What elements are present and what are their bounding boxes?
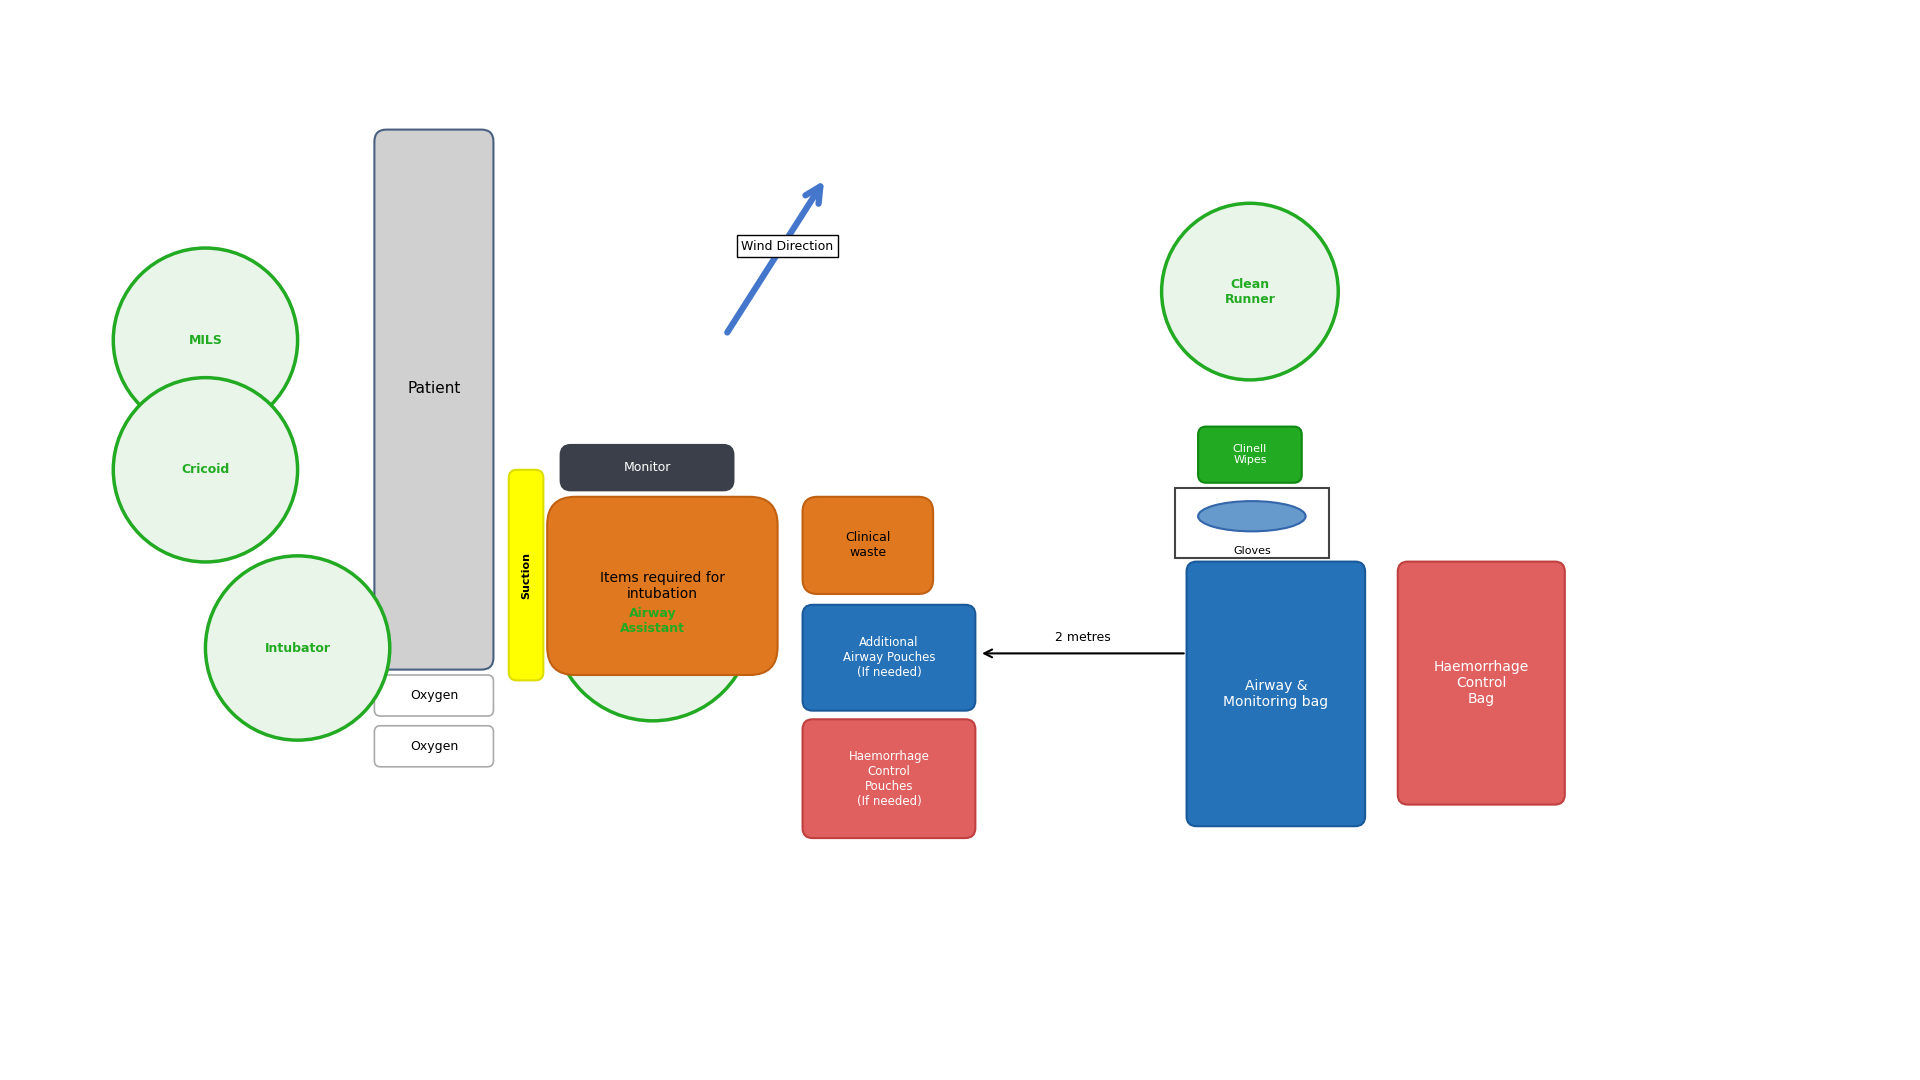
Text: Haemorrhage
Control
Bag: Haemorrhage Control Bag bbox=[1434, 660, 1528, 706]
Circle shape bbox=[1162, 203, 1338, 380]
Text: Oxygen: Oxygen bbox=[409, 689, 459, 702]
FancyBboxPatch shape bbox=[803, 605, 975, 711]
Text: Patient: Patient bbox=[407, 381, 461, 396]
FancyBboxPatch shape bbox=[1187, 562, 1365, 826]
Text: Clean
Runner: Clean Runner bbox=[1225, 278, 1275, 306]
FancyBboxPatch shape bbox=[1198, 427, 1302, 483]
Text: Airway
Assistant: Airway Assistant bbox=[620, 607, 685, 635]
Text: Gloves: Gloves bbox=[1233, 545, 1271, 556]
FancyBboxPatch shape bbox=[1175, 488, 1329, 558]
FancyBboxPatch shape bbox=[547, 497, 778, 675]
Ellipse shape bbox=[1198, 501, 1306, 531]
Circle shape bbox=[113, 248, 298, 432]
FancyBboxPatch shape bbox=[561, 445, 733, 490]
Text: Airway &
Monitoring bag: Airway & Monitoring bag bbox=[1223, 679, 1329, 708]
Text: Oxygen: Oxygen bbox=[409, 740, 459, 753]
Text: Clinical
waste: Clinical waste bbox=[845, 531, 891, 559]
FancyBboxPatch shape bbox=[509, 470, 543, 680]
Circle shape bbox=[205, 556, 390, 740]
Text: Items required for
intubation: Items required for intubation bbox=[599, 571, 726, 600]
FancyBboxPatch shape bbox=[1398, 562, 1565, 805]
FancyBboxPatch shape bbox=[374, 726, 493, 767]
FancyBboxPatch shape bbox=[803, 719, 975, 838]
FancyBboxPatch shape bbox=[374, 675, 493, 716]
Text: Cricoid: Cricoid bbox=[180, 463, 230, 476]
Text: Additional
Airway Pouches
(If needed): Additional Airway Pouches (If needed) bbox=[843, 636, 935, 679]
Circle shape bbox=[553, 522, 753, 720]
Text: MILS: MILS bbox=[188, 334, 223, 347]
Text: 2 metres: 2 metres bbox=[1054, 631, 1112, 644]
Text: Suction: Suction bbox=[520, 552, 532, 598]
Text: Clinell
Wipes: Clinell Wipes bbox=[1233, 444, 1267, 465]
Text: Wind Direction: Wind Direction bbox=[741, 240, 833, 253]
FancyBboxPatch shape bbox=[374, 130, 493, 670]
Text: Intubator: Intubator bbox=[265, 642, 330, 654]
FancyBboxPatch shape bbox=[803, 497, 933, 594]
Text: Haemorrhage
Control
Pouches
(If needed): Haemorrhage Control Pouches (If needed) bbox=[849, 750, 929, 808]
Text: Monitor: Monitor bbox=[624, 461, 670, 474]
Circle shape bbox=[113, 378, 298, 562]
